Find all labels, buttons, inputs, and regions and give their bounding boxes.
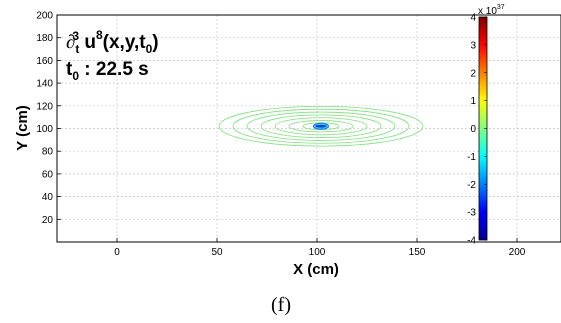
x-ticks: 0 50 100 150 200	[114, 238, 526, 258]
colorbar-tick-label: 3	[470, 40, 476, 51]
core-ring-inner	[314, 124, 328, 129]
y-tick-label: 120	[36, 101, 53, 112]
y-axis-label: Y (cm)	[14, 105, 31, 151]
annotation-args: (x,y,t	[103, 32, 147, 53]
figure-caption: (f)	[271, 294, 291, 316]
x-tick-label: 200	[509, 247, 526, 258]
y-tick-label: 180	[36, 33, 53, 44]
y-tick-label: 200	[36, 11, 53, 22]
contour-ring	[288, 120, 354, 133]
y-tick-label: 140	[36, 79, 53, 90]
contour-ring	[260, 114, 382, 138]
annotation-sub-t: t	[75, 42, 79, 56]
y-tick-label: 60	[42, 169, 54, 180]
y-tick-label: 100	[36, 124, 53, 135]
contour-ring	[232, 108, 410, 144]
contour-ring	[218, 105, 424, 147]
colorbar-tick-label: 1	[470, 96, 476, 107]
core-ring-outer	[312, 122, 330, 130]
colorbar-ticks: -4 -3 -2 -1 0 1 2 3 4	[467, 13, 487, 247]
annotation-sub-0: 0	[146, 42, 153, 56]
colorbar-tick-label: 2	[470, 68, 476, 79]
colorbar-tick-label: 0	[470, 124, 476, 135]
x-axis-label: X (cm)	[293, 261, 339, 278]
colorbar-tick-label: -1	[467, 152, 476, 163]
annotation-t: t	[66, 59, 73, 80]
annotation-u: u	[79, 32, 96, 53]
y-tick-label: 20	[42, 215, 54, 226]
y-tick-label: 40	[42, 192, 54, 203]
annotation-line1: ∂t3 u8(x,y,t0)	[66, 28, 159, 56]
annotation-line2: t0 : 22.5 s	[66, 59, 149, 83]
annotation-partial: ∂	[66, 32, 75, 53]
x-tick-label: 50	[211, 247, 223, 258]
colorbar-exponent-label: x 1037	[478, 4, 505, 17]
colorbar-tick-label: -2	[467, 180, 476, 191]
contour-ring	[274, 117, 368, 136]
colorbar-exponent-power: 37	[497, 4, 505, 11]
x-tick-label: 0	[114, 247, 120, 258]
annotation-t-sub: 0	[72, 69, 79, 83]
x-tick-label: 150	[409, 247, 426, 258]
y-ticks: 20 40 60 80 100 120 140 160 180 200	[36, 11, 61, 226]
annotation-sup-3: 3	[72, 29, 79, 43]
colorbar-tick-label: 4	[470, 13, 476, 24]
y-tick-label: 80	[42, 147, 54, 158]
colorbar-exponent-base: x 10	[478, 6, 497, 17]
annotation-close: )	[152, 32, 158, 53]
annotation-sup-8: 8	[96, 28, 103, 42]
contour-ring	[246, 111, 396, 141]
y-tick-label: 160	[36, 56, 53, 67]
core-marker	[312, 122, 330, 130]
colorbar-tick-label: -3	[467, 208, 476, 219]
contour-set	[218, 105, 424, 147]
colorbar-tick-label: -4	[467, 236, 476, 247]
x-tick-label: 100	[309, 247, 326, 258]
annotation-time: : 22.5 s	[79, 59, 149, 80]
